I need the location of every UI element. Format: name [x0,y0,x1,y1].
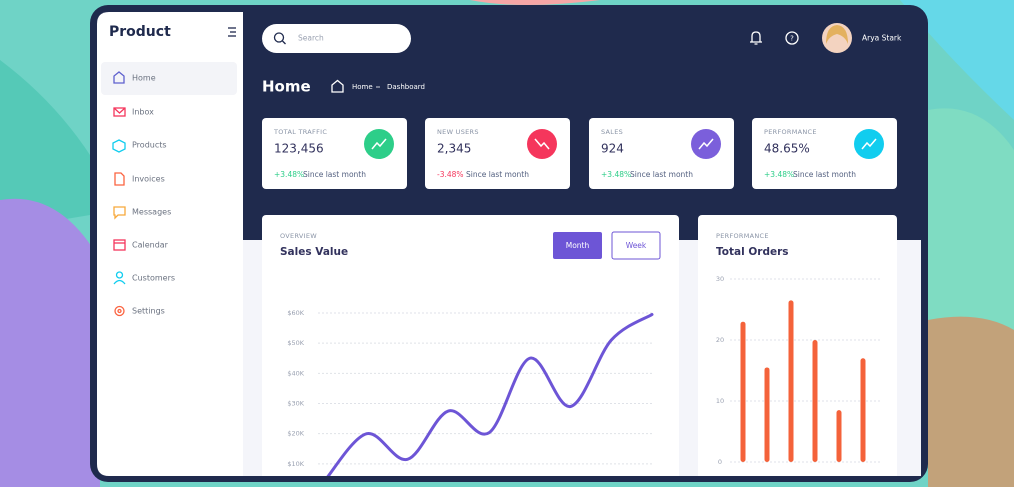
stat-icon-glyph [371,138,387,150]
bar [788,300,794,462]
nav-item[interactable]: Invoices [132,175,165,184]
toggle-button[interactable] [611,231,661,260]
stat-value: 123,456 [274,142,324,156]
nav-item[interactable]: Products [132,141,167,150]
stat-label: NEW USERS [437,128,479,136]
menu-toggle[interactable] [228,27,236,37]
toggle-button[interactable] [553,232,602,259]
stat-change: +3.48% [274,170,304,179]
nav-item[interactable]: Settings [132,307,165,316]
chart-card [698,215,897,476]
stat-value: 48.65% [764,142,810,156]
stat-label: PERFORMANCE [764,128,817,136]
stat-icon-glyph [698,138,714,150]
stat-label: TOTAL TRAFFIC [273,128,327,136]
nav-item[interactable]: Calendar [132,241,169,250]
chart-subtitle: PERFORMANCE [716,232,769,240]
stat-value: 2,345 [437,142,471,156]
stat-label: SALES [601,128,623,136]
notifications-icon[interactable] [750,31,762,45]
nav-item[interactable]: Customers [132,274,175,283]
y-tick-label: 30 [716,275,724,283]
stat-icon-glyph [534,138,550,150]
nav-item[interactable]: Messages [132,208,171,217]
chart-title: Total Orders [716,246,789,258]
bar [740,321,746,462]
stat-note: Since last month [793,170,856,179]
stat-note: Since last month [303,170,366,179]
nav-icons [112,71,126,317]
stat-change: +3.48% [601,170,631,179]
search-icon [273,32,285,43]
sidebar-panel [97,12,243,476]
bar [764,367,770,462]
y-tick-label: $40K [287,369,304,377]
y-tick-label: 20 [716,336,724,344]
y-tick-label: $10K [287,460,304,468]
sales-line [326,313,654,476]
breadcrumb-icon [331,79,344,93]
y-tick-label: 0 [718,458,722,466]
chart-subtitle: OVERVIEW [280,232,317,240]
toggle-button-label[interactable]: Week [626,241,647,250]
nav-active-bg [101,62,237,95]
stat-change: +3.48% [764,170,794,179]
nav-item[interactable]: Home [132,74,156,83]
y-tick-label: 10 [716,397,724,405]
search-icon [282,40,286,45]
stat-change: -3.48% [437,170,464,179]
help-icon: ? [790,35,794,43]
chart-card [262,215,679,476]
breadcrumb-item: Dashboard [387,83,425,91]
nav-item[interactable]: Inbox [132,108,154,117]
toggle-button-label[interactable]: Month [566,241,590,250]
stat-value: 924 [601,142,624,156]
header: Search ? Arya Stark Home Home Dashboard [262,23,902,96]
chart-cards: OVERVIEW Sales Value Month Week $10K $20K $30K… [262,215,897,476]
page-title: Home [262,78,311,96]
user-name: Arya Stark [862,34,902,43]
y-tick-label: $60K [287,309,304,317]
y-tick-label: $50K [287,339,304,347]
brand: Product [109,24,171,40]
sidebar: Product Home Inbox Products Invoices Message… [97,12,243,476]
stat-note: Since last month [630,170,693,179]
bar [860,358,866,462]
avatar [826,25,848,44]
breadcrumb-item[interactable]: Home [352,83,373,91]
search-placeholder: Search [298,34,324,43]
y-tick-label: $20K [287,430,304,438]
chart-title: Sales Value [280,246,348,258]
stat-note: Since last month [466,170,529,179]
nav-list: Home Inbox Products Invoices Messages Calenda… [132,74,175,316]
bar [812,340,818,462]
search-box[interactable] [262,24,411,53]
help-icon[interactable] [785,31,799,45]
bar [836,410,842,462]
stat-icon-glyph [861,138,877,150]
y-tick-label: $30K [287,400,304,408]
